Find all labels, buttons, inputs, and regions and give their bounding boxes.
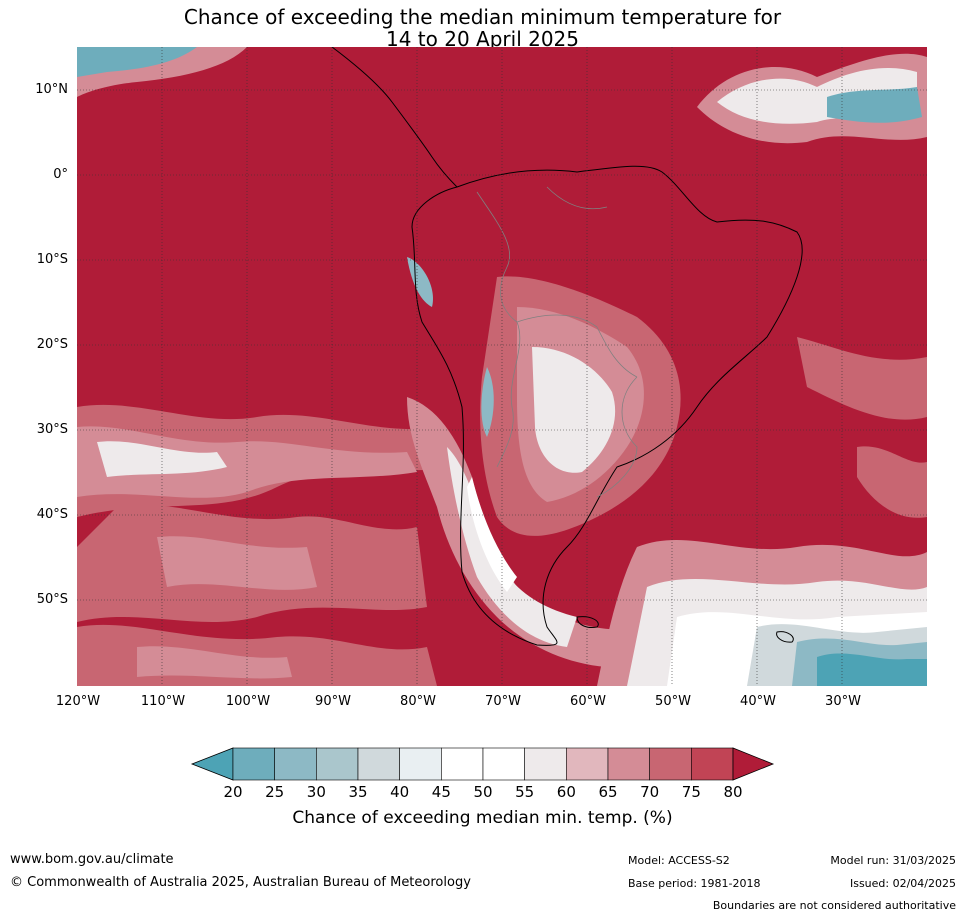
colorbar-cell (232, 747, 275, 781)
colorbar-cell (566, 747, 609, 781)
country-borders (476, 186, 638, 498)
colorbar-tick-label: 25 (265, 783, 285, 801)
colorbar-tick-label: 40 (390, 783, 410, 801)
colorbar-tick-label: 30 (306, 783, 326, 801)
issued-date: Issued: 02/04/2025 (849, 877, 956, 890)
colorbar-tick-label: 55 (515, 783, 535, 801)
lat-label-0: 0° (53, 167, 68, 182)
colorbar-cell (649, 747, 692, 781)
colorbar-cell (316, 747, 359, 781)
lat-label-20s: 20°S (36, 337, 68, 352)
colorbar-tick-label: 35 (348, 783, 368, 801)
colorbar-extend-high (732, 747, 775, 781)
map-title-line-2: 14 to 20 April 2025 (385, 27, 580, 51)
colorbar-cell (441, 747, 484, 781)
lon-label-30w: 30°W (825, 694, 861, 709)
lat-label-10s: 10°S (36, 252, 68, 267)
model-run-date: Model run: 31/03/2025 (830, 854, 956, 867)
colorbar-cell (691, 747, 734, 781)
lat-label-30s: 30°S (36, 422, 68, 437)
colorbar-cell (399, 747, 442, 781)
lat-label-40s: 40°S (36, 507, 68, 522)
lon-label-120w: 120°W (55, 694, 101, 709)
colorbar-extend-low (190, 747, 234, 781)
colorbar-cell (607, 747, 650, 781)
colorbar (190, 747, 775, 781)
probability-map (77, 47, 927, 686)
colorbar-tick-label: 60 (556, 783, 576, 801)
coastlines (331, 47, 803, 646)
lon-label-90w: 90°W (315, 694, 351, 709)
colorbar-tick-label: 65 (598, 783, 618, 801)
lat-label-10n: 10°N (35, 82, 68, 97)
lon-label-80w: 80°W (400, 694, 436, 709)
lon-label-70w: 70°W (485, 694, 521, 709)
colorbar-cell (274, 747, 317, 781)
colorbar-tick-label: 50 (473, 783, 493, 801)
lon-label-110w: 110°W (140, 694, 186, 709)
lon-label-40w: 40°W (740, 694, 776, 709)
graticule (77, 47, 927, 686)
lon-label-60w: 60°W (570, 694, 606, 709)
colorbar-tick-label: 45 (431, 783, 451, 801)
disclaimer: Boundaries are not considered authoritat… (712, 899, 956, 912)
north-atlantic-pattern (77, 47, 927, 144)
colorbar-tick-label: 70 (640, 783, 660, 801)
colorbar-cell (482, 747, 525, 781)
base-period: Base period: 1981-2018 (628, 877, 761, 890)
colorbar-label: Chance of exceeding median min. temp. (%… (292, 808, 673, 828)
colorbar-cell (357, 747, 400, 781)
south-pacific-pattern (77, 404, 457, 686)
south-america-pattern (407, 257, 681, 668)
colorbar-tick-label: 80 (723, 783, 743, 801)
colorbar-cell (524, 747, 567, 781)
lon-label-100w: 100°W (225, 694, 271, 709)
copyright-text: © Commonwealth of Australia 2025, Austra… (10, 875, 471, 890)
lat-label-50s: 50°S (36, 592, 68, 607)
model-name: Model: ACCESS-S2 (628, 854, 730, 867)
colorbar-tick-label: 75 (681, 783, 701, 801)
lon-label-50w: 50°W (655, 694, 691, 709)
colorbar-tick-label: 20 (223, 783, 243, 801)
source-url: www.bom.gov.au/climate (10, 852, 174, 867)
map-title-line-1: Chance of exceeding the median minimum t… (183, 5, 782, 29)
